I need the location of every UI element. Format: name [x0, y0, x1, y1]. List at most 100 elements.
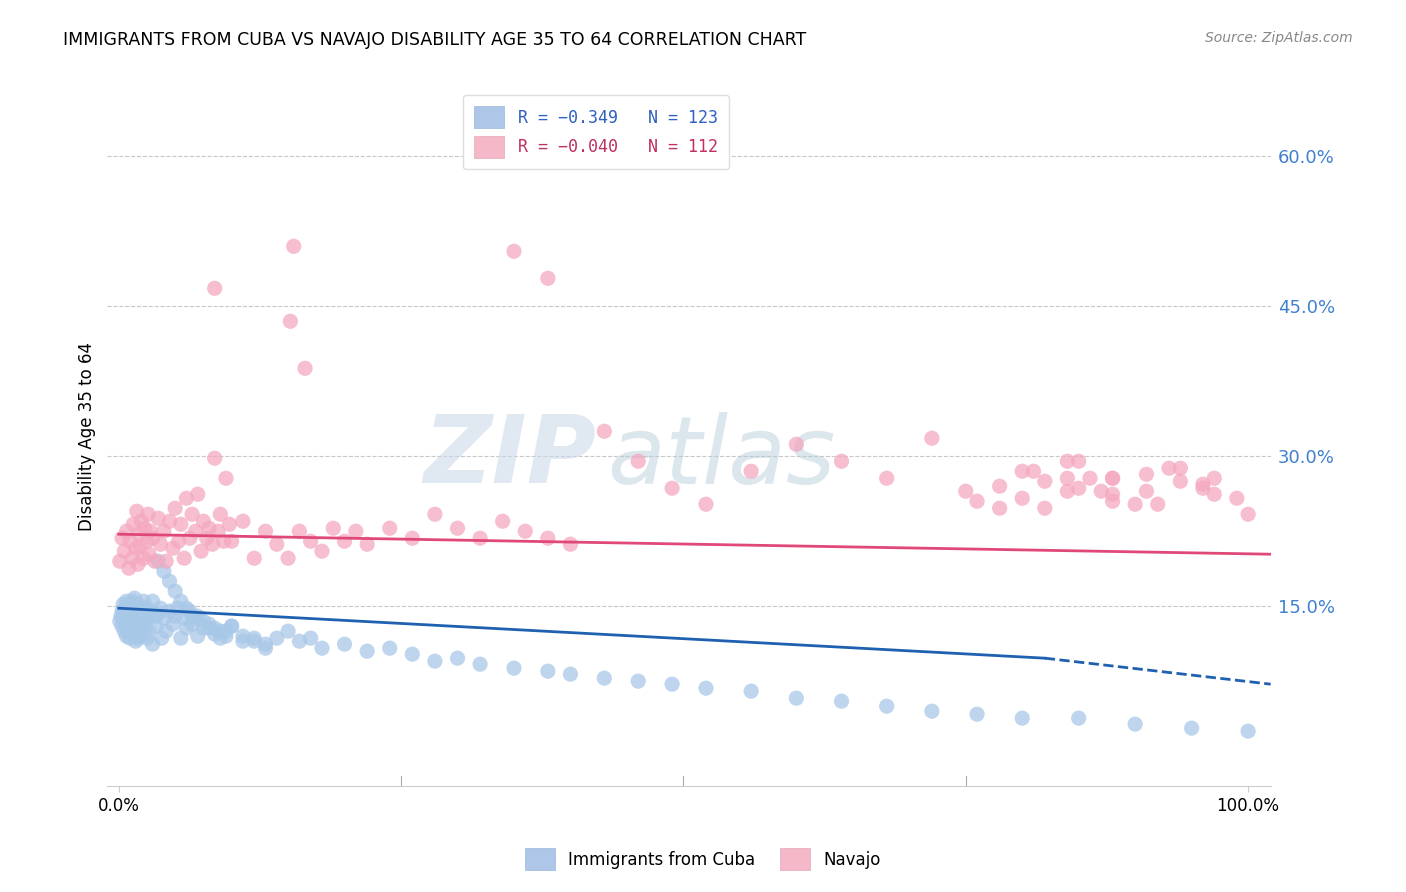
Point [149, 537, 172, 551]
Point [118, 599, 141, 614]
Point [124, 624, 146, 639]
Point [627, 454, 650, 468]
Point [695, 681, 717, 695]
Point [143, 609, 166, 624]
Point [190, 544, 212, 558]
Point [1101, 471, 1123, 485]
Point [1011, 464, 1033, 478]
Point [988, 501, 1011, 516]
Point [661, 481, 683, 495]
Point [740, 464, 762, 478]
Point [121, 594, 143, 608]
Point [831, 694, 853, 708]
Point [785, 691, 807, 706]
Point [187, 609, 209, 624]
Point [254, 641, 277, 656]
Point [132, 551, 155, 566]
Point [112, 624, 135, 639]
Point [221, 534, 243, 549]
Point [1056, 484, 1078, 499]
Point [184, 524, 207, 539]
Point [155, 554, 177, 568]
Point [423, 654, 446, 668]
Point [921, 431, 943, 445]
Point [1011, 711, 1033, 725]
Point [129, 629, 152, 643]
Point [127, 558, 149, 572]
Point [135, 534, 157, 549]
Point [124, 634, 146, 648]
Point [198, 617, 221, 632]
Point [148, 554, 170, 568]
Point [311, 641, 333, 656]
Point [142, 531, 165, 545]
Point [142, 637, 165, 651]
Point [114, 617, 136, 632]
Point [204, 621, 226, 635]
Point [232, 629, 254, 643]
Point [181, 609, 204, 624]
Point [423, 507, 446, 521]
Point [492, 514, 515, 528]
Point [785, 437, 807, 451]
Point [176, 491, 198, 506]
Point [159, 574, 181, 589]
Point [165, 501, 187, 516]
Point [988, 479, 1011, 493]
Point [1135, 484, 1157, 499]
Point [112, 606, 135, 620]
Text: IMMIGRANTS FROM CUBA VS NAVAJO DISABILITY AGE 35 TO 64 CORRELATION CHART: IMMIGRANTS FROM CUBA VS NAVAJO DISABILIT… [63, 31, 807, 49]
Point [115, 629, 138, 643]
Point [115, 594, 138, 608]
Point [204, 281, 226, 295]
Point [1011, 491, 1033, 506]
Point [149, 601, 172, 615]
Point [1078, 471, 1101, 485]
Point [198, 521, 221, 535]
Point [129, 539, 152, 553]
Point [204, 451, 226, 466]
Point [124, 611, 146, 625]
Point [299, 631, 322, 645]
Point [112, 611, 135, 625]
Point [162, 541, 184, 556]
Text: Source: ZipAtlas.com: Source: ZipAtlas.com [1205, 31, 1353, 45]
Point [1101, 487, 1123, 501]
Point [966, 707, 988, 722]
Point [121, 609, 143, 624]
Point [446, 521, 468, 535]
Point [124, 541, 146, 556]
Point [142, 594, 165, 608]
Point [170, 594, 193, 608]
Point [176, 621, 198, 635]
Point [232, 514, 254, 528]
Point [136, 507, 159, 521]
Point [136, 611, 159, 625]
Point [117, 621, 139, 635]
Point [1101, 471, 1123, 485]
Point [179, 604, 201, 618]
Point [122, 601, 145, 615]
Point [135, 601, 157, 615]
Point [1135, 467, 1157, 482]
Point [129, 514, 152, 528]
Text: atlas: atlas [607, 412, 835, 503]
Point [378, 641, 401, 656]
Point [159, 514, 181, 528]
Point [111, 604, 134, 618]
Text: ZIP: ZIP [423, 411, 596, 503]
Point [277, 624, 299, 639]
Point [159, 604, 181, 618]
Point [1168, 475, 1191, 489]
Point [1067, 454, 1090, 468]
Point [1101, 494, 1123, 508]
Point [254, 524, 277, 539]
Point [1204, 487, 1226, 501]
Point [118, 604, 141, 618]
Point [1033, 475, 1056, 489]
Point [134, 521, 156, 535]
Point [283, 239, 305, 253]
Point [212, 534, 235, 549]
Point [695, 497, 717, 511]
Point [560, 667, 582, 681]
